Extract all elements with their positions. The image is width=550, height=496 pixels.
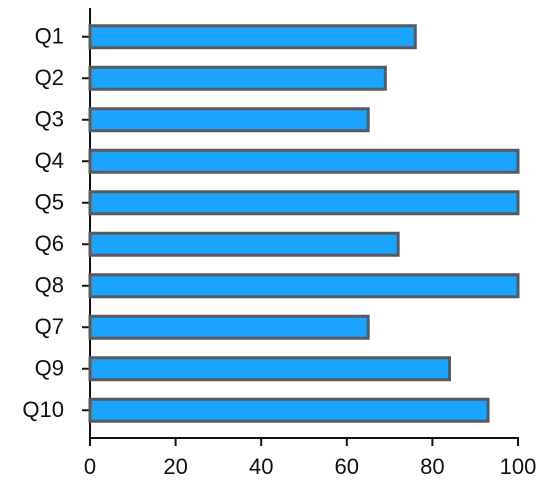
y-tick-label: Q1 <box>35 24 64 49</box>
bar <box>88 314 370 340</box>
bar <box>88 148 520 174</box>
x-tick-label: 40 <box>249 454 273 479</box>
bar <box>88 273 520 299</box>
bar <box>88 65 387 91</box>
x-tick-label: 0 <box>84 454 96 479</box>
bar <box>88 397 490 423</box>
bar <box>88 356 452 382</box>
y-tick-label: Q7 <box>35 314 64 339</box>
x-tick-label: 60 <box>335 454 359 479</box>
y-tick-label: Q3 <box>35 107 64 132</box>
y-tick-label: Q8 <box>35 273 64 298</box>
x-tick-label: 80 <box>420 454 444 479</box>
y-tick-label: Q6 <box>35 231 64 256</box>
y-tick-label: Q4 <box>35 148 64 173</box>
bar <box>88 107 370 133</box>
x-tick-label: 20 <box>163 454 187 479</box>
bar <box>88 231 400 257</box>
y-tick-label: Q9 <box>35 356 64 381</box>
y-tick-label: Q10 <box>22 397 64 422</box>
x-tick-label: 100 <box>500 454 537 479</box>
y-tick-label: Q2 <box>35 65 64 90</box>
y-tick-label: Q5 <box>35 190 64 215</box>
bar <box>88 190 520 216</box>
bar <box>88 24 417 50</box>
